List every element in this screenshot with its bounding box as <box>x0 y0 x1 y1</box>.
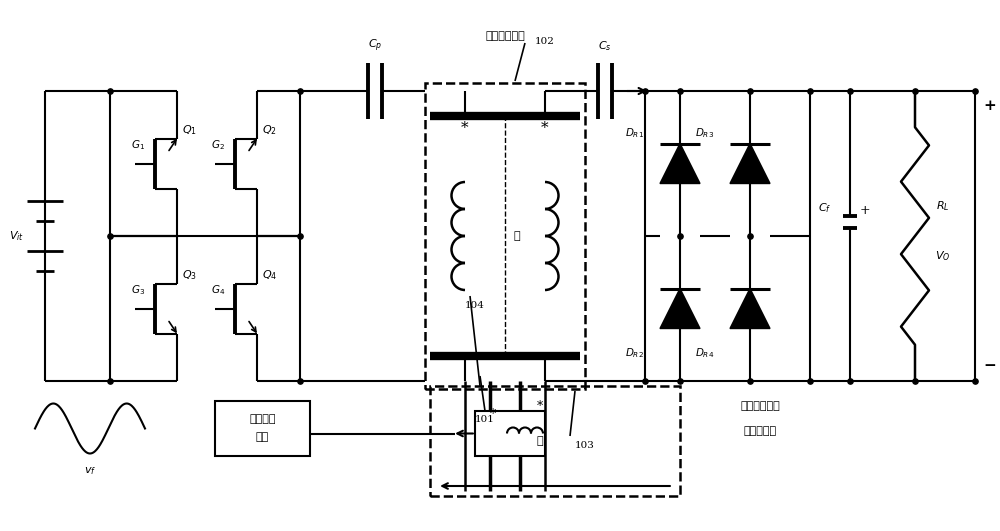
Text: 独立的非接触: 独立的非接触 <box>740 401 780 411</box>
Text: 电流互感器: 电流互感器 <box>743 426 777 436</box>
Text: 流压转换: 流压转换 <box>249 415 276 424</box>
Text: 103: 103 <box>575 441 595 450</box>
Polygon shape <box>660 143 700 184</box>
Polygon shape <box>730 143 770 184</box>
Text: $C_s$: $C_s$ <box>598 39 612 53</box>
Bar <box>475 411 545 456</box>
Bar <box>430 386 680 496</box>
Text: 102: 102 <box>535 37 555 46</box>
Text: $V_{it}$: $V_{it}$ <box>9 229 25 243</box>
Polygon shape <box>660 288 700 329</box>
Bar <box>215 401 310 456</box>
Text: $Q_2$: $Q_2$ <box>262 124 277 138</box>
Text: *: * <box>541 121 549 135</box>
Text: 隙: 隙 <box>537 436 543 446</box>
Text: $D_{R1}$: $D_{R1}$ <box>625 126 644 140</box>
Bar <box>425 83 585 389</box>
Text: $G_1$: $G_1$ <box>131 139 145 152</box>
Text: 气: 气 <box>514 231 520 241</box>
Text: *: * <box>461 121 469 135</box>
Text: $G_2$: $G_2$ <box>211 139 225 152</box>
Text: $Q_4$: $Q_4$ <box>262 269 277 282</box>
Text: *: * <box>537 399 543 413</box>
Text: $G_4$: $G_4$ <box>211 284 225 297</box>
Text: 非接触变压器: 非接触变压器 <box>485 31 525 41</box>
Text: −: − <box>984 359 996 373</box>
Polygon shape <box>730 288 770 329</box>
Text: $D_{R2}$: $D_{R2}$ <box>625 347 644 361</box>
Text: $G_3$: $G_3$ <box>131 284 145 297</box>
Text: 104: 104 <box>465 302 485 311</box>
Text: $D_{R3}$: $D_{R3}$ <box>695 126 714 140</box>
Text: $Q_3$: $Q_3$ <box>182 269 197 282</box>
Text: $D_{R4}$: $D_{R4}$ <box>695 347 714 361</box>
Text: $v_f$: $v_f$ <box>84 465 96 477</box>
Text: $Q_1$: $Q_1$ <box>182 124 197 138</box>
Text: 电路: 电路 <box>256 433 269 442</box>
Text: $V_O$: $V_O$ <box>935 249 951 263</box>
Text: $R_L$: $R_L$ <box>936 199 950 213</box>
Text: $C_p$: $C_p$ <box>368 38 382 54</box>
Text: +: + <box>984 99 996 113</box>
Text: 101: 101 <box>475 415 495 424</box>
Text: $C_f$: $C_f$ <box>818 201 832 215</box>
Text: *: * <box>490 408 496 422</box>
Text: +: + <box>860 204 870 218</box>
